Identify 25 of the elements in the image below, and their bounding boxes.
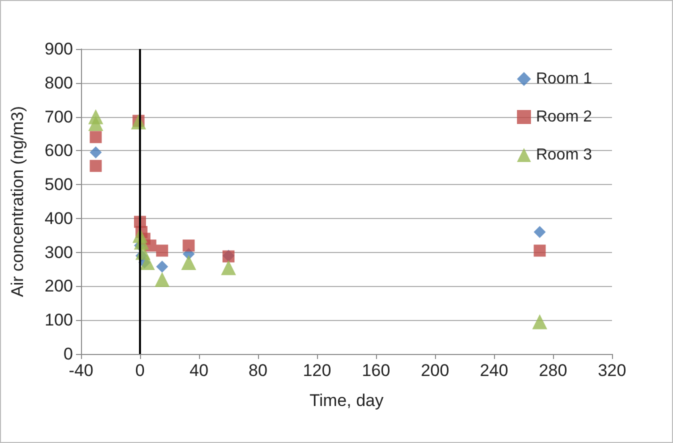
- y-tick-label: 700: [44, 107, 73, 126]
- x-tick-label: 280: [538, 361, 568, 380]
- x-axis-title: Time, day: [309, 391, 384, 410]
- y-axis-title: Air concentration (ng/m3): [8, 106, 27, 297]
- y-tick-label: 200: [44, 276, 73, 296]
- x-tick-label: -40: [68, 361, 94, 380]
- y-tick-label: 600: [44, 141, 73, 160]
- x-tick-label: 160: [362, 361, 390, 380]
- legend-label: Room 2: [536, 108, 592, 126]
- x-tick-label: 240: [480, 361, 508, 380]
- x-tick-label: 0: [135, 361, 145, 380]
- x-tick-label: 120: [302, 361, 332, 380]
- y-tick-label: 300: [44, 242, 73, 262]
- y-tick-label: 800: [44, 73, 73, 92]
- x-tick-label: 40: [190, 361, 208, 380]
- y-tick-label: 500: [44, 175, 73, 194]
- x-tick-label: 200: [420, 361, 450, 380]
- legend-label: Room 3: [536, 146, 592, 164]
- y-tick-label: 400: [44, 208, 73, 228]
- y-tick-label: 0: [64, 344, 73, 364]
- x-tick-label: 320: [598, 361, 626, 380]
- y-tick-label: 900: [44, 40, 73, 58]
- x-tick-label: 80: [248, 361, 268, 380]
- y-tick-label: 100: [44, 310, 73, 330]
- legend-label: Room 1: [536, 70, 592, 88]
